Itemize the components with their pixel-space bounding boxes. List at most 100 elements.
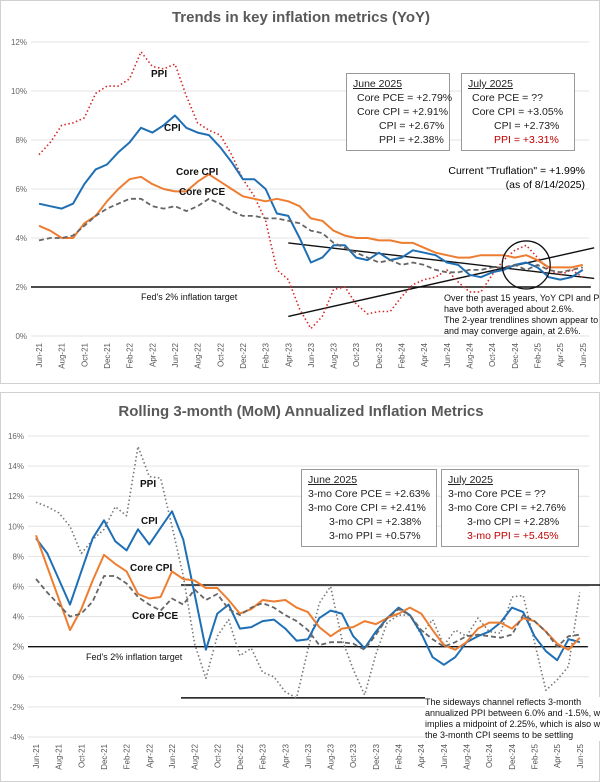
june-line: 3-mo PPI = +0.57% <box>329 530 421 542</box>
series-line-ppi <box>35 445 581 699</box>
x-tick-label: Apr-22 <box>148 342 157 367</box>
x-tick-label: Jun-24 <box>443 342 452 367</box>
x-tick-label: Apr-24 <box>420 342 429 367</box>
july-2025-box: July 2025 Core PCE = ?? Core CPI = +3.05… <box>461 73 575 151</box>
x-tick-label: Jun-22 <box>168 743 177 768</box>
x-tick-label: Apr-24 <box>417 743 426 768</box>
x-tick-label: Feb-24 <box>395 743 404 769</box>
fed-target-label: Fed's 2% inflation target <box>86 652 183 662</box>
x-tick-label: Feb-23 <box>259 743 268 769</box>
june-line: PPI = +2.38% <box>379 134 444 146</box>
label-core-cpi: Core CPI <box>130 563 173 574</box>
y-tick-label: 2% <box>15 283 27 292</box>
june-heading: June 2025 <box>308 474 358 486</box>
y-tick-label: 4% <box>15 234 27 243</box>
series-line-core-cpi <box>38 173 584 269</box>
x-tick-label: Jun-25 <box>576 743 585 768</box>
x-tick-label: Oct-22 <box>213 743 222 768</box>
june-line: 3-mo CPI = +2.38% <box>329 516 422 528</box>
yoy-chart-title: Trends in key inflation metrics (YoY) <box>171 9 431 26</box>
x-tick-label: Oct-22 <box>216 342 225 367</box>
x-tick-label: Jun-25 <box>579 342 588 367</box>
mom-chart-panel: -4% -2% 0% 2% 4% 6% 8% 10% 12% 14% 16% Jun-21 Aug-21… <box>0 392 600 782</box>
june-line: 3-mo Core PCE = +2.63% <box>308 488 430 500</box>
yoy-chart-panel: 0% 2% 4% 6% 8% 10% 12% Jun-21 Aug-21 Oct-21 Dec-21… <box>0 0 600 384</box>
y-tick-label: 10% <box>8 522 24 531</box>
note-line: Over the past 15 years, YoY CPI and PPI <box>444 293 600 303</box>
x-tick-label: Dec-21 <box>100 743 109 769</box>
channel-note: The sideways channel reflects 3-month an… <box>425 697 600 741</box>
x-tick-label: Aug-23 <box>330 342 339 368</box>
y-tick-label: 4% <box>12 613 24 622</box>
june-2025-box: June 2025 3-mo Core PCE = +2.63% 3-mo Co… <box>301 469 437 547</box>
july-line: CPI = +2.73% <box>494 120 560 132</box>
label-ppi: PPI <box>140 479 157 490</box>
note-line: and may converge again, at 2.6%. <box>444 326 581 336</box>
july-line: 3-mo CPI = +2.28% <box>467 516 560 528</box>
y-tick-label: -4% <box>10 733 24 742</box>
x-tick-label: Jun-22 <box>171 342 180 367</box>
y-tick-label: 8% <box>12 552 24 561</box>
fed-target-label: Fed's 2% inflation target <box>141 292 238 302</box>
y-tick-label: 0% <box>12 673 24 682</box>
x-tick-label: Jun-24 <box>440 743 449 768</box>
truflation-note: Current "Truflation" = +1.99% (as of 8/1… <box>448 164 585 192</box>
label-core-pce: Core PCE <box>132 611 179 622</box>
x-tick-label: Jun-23 <box>304 743 313 768</box>
july-heading: July 2025 <box>448 474 493 486</box>
y-tick-label: -2% <box>10 703 24 712</box>
series-line-core-pce <box>35 575 580 651</box>
x-tick-label: Aug-24 <box>463 743 472 769</box>
x-tick-label: Oct-23 <box>349 743 358 768</box>
y-tick-label: 2% <box>12 643 24 652</box>
note-line: the 3-month CPI seems to be settling <box>425 730 574 740</box>
x-tick-label: Feb-23 <box>262 342 271 368</box>
y-tick-label: 6% <box>15 185 27 194</box>
x-tick-label: Oct-21 <box>77 743 86 768</box>
y-tick-label: 8% <box>15 136 27 145</box>
label-core-cpi: Core CPI <box>176 167 219 178</box>
june-line: Core CPI = +2.91% <box>357 106 449 118</box>
x-tick-label: Dec-23 <box>375 342 384 368</box>
note-line: annualized PPI between 6.0% and -1.5%, w… <box>425 708 600 718</box>
x-tick-label: Aug-23 <box>327 743 336 769</box>
x-tick-label: Oct-24 <box>488 342 497 367</box>
x-tick-label: Dec-24 <box>511 342 520 368</box>
x-tick-label: Jun-21 <box>32 743 41 768</box>
x-tick-label: Apr-23 <box>284 342 293 367</box>
x-tick-label: Dec-23 <box>372 743 381 769</box>
x-tick-label: Dec-24 <box>508 743 517 769</box>
x-tick-label: Feb-24 <box>398 342 407 368</box>
july-line: 3-mo Core PCE = ?? <box>448 488 546 500</box>
july-heading: July 2025 <box>468 78 513 90</box>
x-tick-label: Apr-23 <box>281 743 290 768</box>
x-tick-label: Dec-22 <box>239 342 248 368</box>
july-2025-box: July 2025 3-mo Core PCE = ?? 3-mo Core C… <box>441 469 579 547</box>
x-tick-label: Oct-21 <box>80 342 89 367</box>
note-line: The 2-year trendlines shown appear to cr… <box>444 315 600 325</box>
truflation-date: (as of 8/14/2025) <box>505 179 585 191</box>
series-line-cpi <box>38 114 584 281</box>
x-tick-label: Jun-21 <box>35 342 44 367</box>
x-tick-label: Jun-23 <box>307 342 316 367</box>
july-line-ppi: 3-mo PPI = +5.45% <box>467 530 559 542</box>
series-line-cpi <box>35 510 581 666</box>
june-line: Core PCE = +2.79% <box>357 92 453 104</box>
trendline <box>288 247 595 318</box>
june-line: CPI = +2.67% <box>379 120 445 132</box>
x-tick-label: Dec-21 <box>103 342 112 368</box>
note-line: implies a midpoint of 2.25%, which is al… <box>425 719 600 729</box>
x-tick-label: Oct-24 <box>485 743 494 768</box>
label-cpi: CPI <box>164 123 181 134</box>
july-line: Core PCE = ?? <box>472 92 543 104</box>
y-tick-label: 12% <box>11 38 27 47</box>
x-tick-label: Apr-22 <box>145 743 154 768</box>
x-tick-label: Apr-25 <box>553 743 562 768</box>
x-tick-label: Feb-22 <box>126 342 135 368</box>
series-line-core-pce <box>38 197 583 274</box>
x-tick-label: Oct-23 <box>352 342 361 367</box>
july-line: 3-mo Core CPI = +2.76% <box>448 502 566 514</box>
yoy-chart: 0% 2% 4% 6% 8% 10% 12% Jun-21 Aug-21 Oct-21 Dec-21… <box>11 38 595 369</box>
july-line-ppi: PPI = +3.31% <box>494 134 559 146</box>
y-tick-label: 14% <box>8 462 24 471</box>
